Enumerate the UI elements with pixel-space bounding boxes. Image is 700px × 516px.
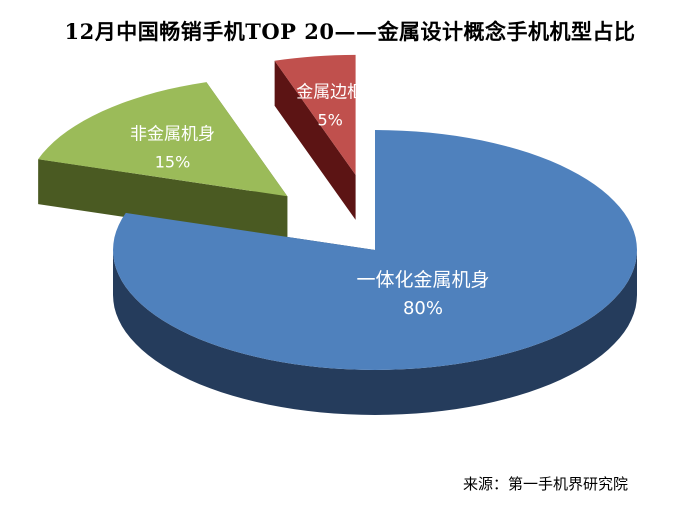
pie-wall-2-0: [274, 60, 356, 220]
slice-label-value-1: 15%: [155, 153, 191, 172]
slice-label-value-2: 5%: [318, 111, 343, 130]
pie-wall-1-0: [38, 159, 288, 242]
pie-tops: [38, 54, 637, 370]
pie-slice-1: [38, 82, 288, 197]
pie-labels: 一体化金属机身 80% 非金属机身 15% 金属边框 5%: [130, 83, 490, 320]
slice-label-value-0: 80%: [403, 298, 443, 319]
pie-side-0-0: [113, 250, 637, 415]
slice-label-name-1: 非金属机身: [130, 125, 215, 145]
pie-slice-0: [113, 130, 637, 370]
pie-slice-2: [274, 54, 356, 175]
chart-title: 12月中国畅销手机TOP 20——金属设计概念手机机型占比: [64, 19, 636, 44]
slice-label-name-0: 一体化金属机身: [356, 269, 489, 291]
slice-label-name-2: 金属边框: [296, 83, 364, 103]
source-note: 来源：第一手机界研究院: [462, 475, 628, 493]
